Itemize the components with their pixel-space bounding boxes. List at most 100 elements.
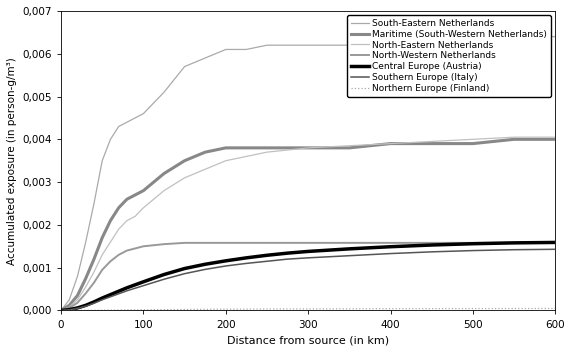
North-Eastern Netherlands — [470, 137, 476, 142]
Southern Europe (Italy) — [284, 257, 291, 261]
North-Western Netherlands — [74, 301, 81, 305]
Central Europe (Austria) — [470, 241, 476, 246]
Southern Europe (Italy) — [511, 247, 518, 252]
North-Eastern Netherlands — [66, 305, 73, 309]
North-Eastern Netherlands — [346, 144, 353, 148]
Northern Europe (Finland) — [124, 308, 130, 312]
North-Western Netherlands — [90, 281, 97, 285]
North-Eastern Netherlands — [107, 240, 114, 244]
Maritime (South-Western Netherlands) — [428, 142, 435, 146]
Southern Europe (Italy) — [305, 256, 312, 260]
South-Eastern Netherlands — [107, 137, 114, 142]
North-Western Netherlands — [181, 241, 188, 245]
Northern Europe (Finland) — [74, 308, 81, 313]
South-Eastern Netherlands — [470, 34, 476, 39]
South-Eastern Netherlands — [66, 298, 73, 302]
Southern Europe (Italy) — [66, 308, 73, 312]
South-Eastern Netherlands — [90, 201, 97, 206]
Southern Europe (Italy) — [90, 301, 97, 305]
Maritime (South-Western Netherlands) — [132, 193, 138, 197]
Maritime (South-Western Netherlands) — [552, 137, 559, 142]
Central Europe (Austria) — [202, 262, 209, 266]
North-Western Netherlands — [82, 291, 89, 295]
North-Western Netherlands — [284, 241, 291, 245]
North-Western Netherlands — [107, 259, 114, 263]
Northern Europe (Finland) — [511, 306, 518, 310]
South-Eastern Netherlands — [202, 56, 209, 60]
Central Europe (Austria) — [82, 303, 89, 307]
South-Eastern Netherlands — [223, 47, 229, 51]
Northern Europe (Finland) — [66, 308, 73, 313]
North-Western Netherlands — [243, 241, 250, 245]
South-Eastern Netherlands — [284, 43, 291, 47]
Maritime (South-Western Netherlands) — [511, 137, 518, 142]
Northern Europe (Finland) — [140, 308, 147, 312]
Southern Europe (Italy) — [74, 306, 81, 310]
North-Eastern Netherlands — [58, 308, 65, 313]
Southern Europe (Italy) — [99, 298, 106, 302]
Y-axis label: Accumulated exposure (in person-g/m³): Accumulated exposure (in person-g/m³) — [7, 57, 17, 265]
North-Eastern Netherlands — [74, 298, 81, 302]
Central Europe (Austria) — [243, 256, 250, 260]
Maritime (South-Western Netherlands) — [305, 146, 312, 150]
Northern Europe (Finland) — [115, 308, 122, 312]
Line: Central Europe (Austria): Central Europe (Austria) — [61, 243, 555, 310]
South-Eastern Netherlands — [74, 274, 81, 278]
North-Eastern Netherlands — [124, 219, 130, 223]
Central Europe (Austria) — [90, 300, 97, 304]
Northern Europe (Finland) — [428, 307, 435, 311]
Central Europe (Austria) — [305, 249, 312, 253]
Southern Europe (Italy) — [202, 267, 209, 271]
Northern Europe (Finland) — [346, 307, 353, 311]
North-Eastern Netherlands — [132, 214, 138, 219]
North-Western Netherlands — [161, 242, 168, 246]
North-Eastern Netherlands — [115, 227, 122, 231]
Maritime (South-Western Netherlands) — [243, 146, 250, 150]
South-Eastern Netherlands — [243, 47, 250, 51]
South-Eastern Netherlands — [140, 112, 147, 116]
Central Europe (Austria) — [66, 308, 73, 312]
South-Eastern Netherlands — [82, 240, 89, 244]
Southern Europe (Italy) — [428, 250, 435, 254]
South-Eastern Netherlands — [124, 120, 130, 124]
Central Europe (Austria) — [284, 251, 291, 255]
South-Eastern Netherlands — [58, 308, 65, 313]
North-Eastern Netherlands — [140, 206, 147, 210]
Line: Northern Europe (Finland): Northern Europe (Finland) — [61, 308, 555, 310]
South-Eastern Netherlands — [387, 39, 394, 43]
Maritime (South-Western Netherlands) — [346, 146, 353, 150]
Northern Europe (Finland) — [552, 306, 559, 310]
Maritime (South-Western Netherlands) — [284, 146, 291, 150]
North-Eastern Netherlands — [264, 150, 271, 154]
North-Western Netherlands — [202, 241, 209, 245]
Central Europe (Austria) — [181, 266, 188, 271]
North-Western Netherlands — [428, 241, 435, 245]
Maritime (South-Western Netherlands) — [470, 142, 476, 146]
Southern Europe (Italy) — [243, 261, 250, 265]
Central Europe (Austria) — [346, 247, 353, 251]
North-Western Netherlands — [223, 241, 229, 245]
Maritime (South-Western Netherlands) — [223, 146, 229, 150]
North-Western Netherlands — [387, 241, 394, 245]
North-Western Netherlands — [132, 246, 138, 251]
Central Europe (Austria) — [124, 286, 130, 290]
Maritime (South-Western Netherlands) — [140, 189, 147, 193]
North-Western Netherlands — [552, 241, 559, 245]
North-Western Netherlands — [305, 241, 312, 245]
Maritime (South-Western Netherlands) — [90, 257, 97, 261]
North-Eastern Netherlands — [202, 167, 209, 171]
Line: North-Eastern Netherlands: North-Eastern Netherlands — [61, 137, 555, 310]
North-Western Netherlands — [58, 308, 65, 313]
Northern Europe (Finland) — [161, 307, 168, 312]
North-Eastern Netherlands — [552, 135, 559, 139]
Southern Europe (Italy) — [470, 249, 476, 253]
Southern Europe (Italy) — [58, 308, 65, 313]
North-Western Netherlands — [346, 241, 353, 245]
Southern Europe (Italy) — [264, 259, 271, 263]
North-Eastern Netherlands — [305, 146, 312, 150]
Central Europe (Austria) — [74, 306, 81, 310]
Maritime (South-Western Netherlands) — [161, 171, 168, 176]
Central Europe (Austria) — [223, 259, 229, 263]
South-Eastern Netherlands — [264, 43, 271, 47]
Maritime (South-Western Netherlands) — [387, 142, 394, 146]
